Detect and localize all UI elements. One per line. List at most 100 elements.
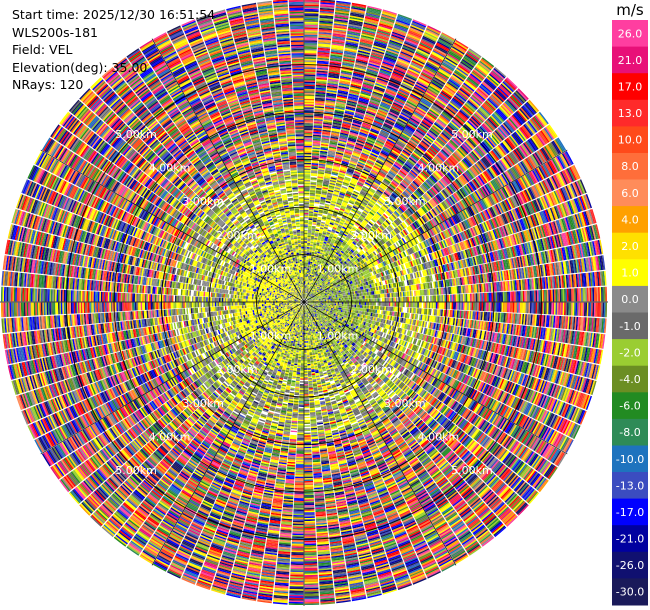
gate [353,291,356,294]
gate [385,293,388,298]
gate [562,275,566,288]
gate [529,241,534,253]
gate [489,282,492,292]
gate [494,292,496,302]
gate [543,251,547,264]
gate [497,281,500,292]
gate [549,250,553,263]
gate [473,284,476,293]
gate [600,255,604,270]
gate [548,289,550,302]
gate [310,300,312,301]
gate [498,292,501,302]
gate [502,281,505,292]
gate [501,292,504,302]
gate [592,241,597,256]
gate [528,266,532,278]
gate [420,270,424,277]
gate [572,245,577,259]
gate [335,295,338,297]
gate [509,269,512,280]
gate [399,281,402,287]
gate [334,297,337,299]
gate [485,273,488,283]
gate [406,285,409,291]
gate [365,285,368,289]
gate [448,271,452,279]
gate [431,274,435,282]
gate [593,287,596,302]
gate [581,243,585,258]
gate [481,254,485,264]
gate [330,300,333,302]
gate [451,270,455,279]
gate [593,256,597,271]
gate [453,286,456,294]
gate [324,299,327,301]
gate [376,298,378,302]
gate [477,255,481,265]
gate [527,278,530,290]
gate [503,270,507,281]
gate [542,289,545,302]
gate [499,249,503,260]
gate [378,290,380,294]
gate [435,281,439,288]
gate [491,292,494,302]
gate [401,281,404,287]
gate [340,296,342,299]
gate [565,260,569,274]
gate [372,283,375,288]
gate [416,290,419,296]
gate [434,267,438,274]
gate [360,286,363,290]
gate [568,260,572,274]
gate [370,287,373,292]
gate [450,262,454,271]
gate [521,243,526,255]
gate [424,295,427,302]
gate [352,294,355,297]
gate [554,289,556,302]
gate [448,294,451,302]
gate [344,290,347,294]
gate [317,299,320,301]
gate [381,293,384,298]
gate [344,299,347,302]
gate [472,284,475,293]
gate [417,296,419,302]
gate [479,283,482,293]
gate [320,300,323,302]
gate [386,297,388,302]
gate [373,287,376,291]
gate [406,296,408,302]
gate [581,273,584,287]
gate [322,300,324,301]
gate [387,297,389,302]
gate [567,274,570,288]
gate [427,275,431,282]
gate [381,298,384,302]
gate [533,253,538,265]
gate [518,244,523,256]
gate [555,262,559,275]
gate [460,260,464,268]
gate [395,282,398,288]
gate [450,294,452,302]
gate [314,300,317,302]
gate [482,254,486,264]
gate [551,249,556,262]
gate [362,292,365,296]
gate [433,295,435,302]
gate [413,272,417,279]
gate [392,283,395,288]
gate [520,268,524,279]
gate [441,287,443,295]
gate [357,299,360,302]
gate [369,284,372,288]
gate [489,272,492,282]
gate [350,291,353,295]
gate [336,293,339,295]
gate [346,292,349,296]
gate [465,267,469,276]
